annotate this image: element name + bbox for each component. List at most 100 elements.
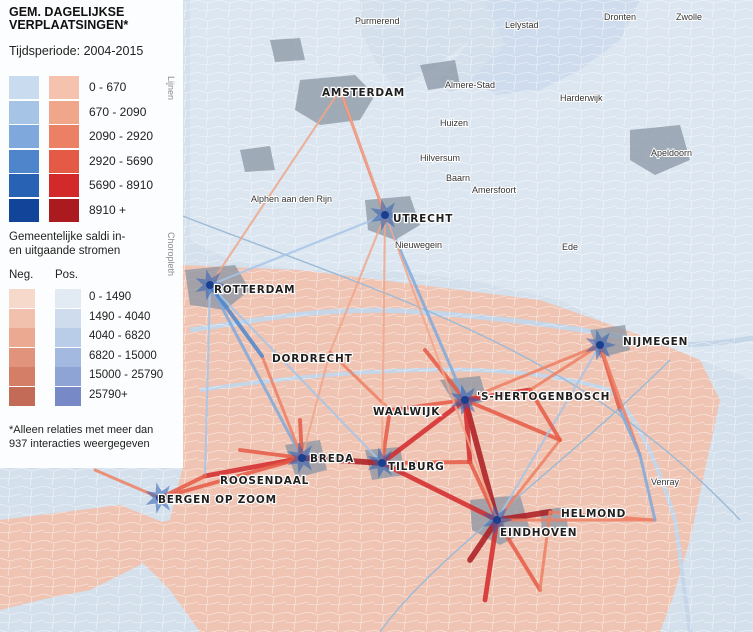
city-label: TILBURG bbox=[388, 461, 445, 473]
city-label: DORDRECHT bbox=[272, 353, 353, 365]
flow-swatch-blue bbox=[9, 125, 39, 148]
town-label: Dronten bbox=[604, 12, 636, 22]
flow-line bbox=[300, 350, 332, 460]
city-label: UTRECHT bbox=[393, 213, 453, 225]
town-label: Amersfoort bbox=[472, 185, 517, 195]
flow-line bbox=[538, 510, 552, 592]
route-arc bbox=[179, 214, 741, 521]
lines-side-label: Lijnen bbox=[166, 76, 176, 101]
flow-line bbox=[328, 350, 392, 412]
town-labels: Purmerend Lelystad Dronten Zwolle Almere-Sta… bbox=[250, 11, 703, 488]
saldi-swatch-neg bbox=[9, 308, 35, 328]
city-label: BERGEN OP ZOOM bbox=[158, 494, 277, 506]
town-label: Alphen aan den Rijn bbox=[251, 194, 332, 204]
saldi-swatch-neg bbox=[9, 386, 35, 406]
flow-line bbox=[158, 474, 207, 500]
flow-line bbox=[338, 88, 499, 522]
town-label: Nieuwegein bbox=[395, 240, 442, 250]
neg-label: Neg. bbox=[9, 269, 34, 281]
saldi-title-line2: en uitgaande stromen bbox=[9, 245, 121, 257]
hub-center bbox=[378, 459, 386, 467]
saldi-swatch-neg bbox=[9, 367, 35, 386]
flow-line bbox=[208, 88, 342, 287]
saldi-swatch-neg bbox=[9, 328, 35, 347]
saldi-range-label: 0 - 1490 bbox=[89, 291, 132, 303]
city-label: ROOSENDAAL bbox=[220, 475, 309, 487]
saldi-swatch-neg bbox=[9, 289, 35, 308]
flow-line bbox=[158, 456, 304, 500]
city-label: AMSTERDAM bbox=[322, 87, 405, 99]
saldi-swatch-pos bbox=[55, 308, 81, 328]
city-label: WAALWIJK bbox=[373, 406, 440, 418]
flow-line bbox=[463, 398, 562, 442]
flow-line bbox=[495, 518, 542, 592]
flow-line bbox=[383, 213, 467, 402]
flow-swatch-red bbox=[49, 76, 79, 99]
hub-center bbox=[381, 211, 389, 219]
flow-range-label: 2090 - 2920 bbox=[89, 129, 154, 143]
flow-swatch-blue bbox=[9, 76, 39, 99]
flow-line bbox=[260, 354, 304, 460]
flow-range-label: 2920 - 5690 bbox=[89, 153, 154, 168]
saldi-range-label: 15000 - 25790 bbox=[89, 369, 164, 381]
flow-line bbox=[379, 460, 500, 523]
legend-title: GEM. DAGELIJKSE VERPLAATSINGEN* bbox=[9, 6, 179, 32]
city-label: HELMOND bbox=[561, 508, 626, 520]
hub-center bbox=[206, 281, 214, 289]
town-label: Harderwijk bbox=[560, 93, 603, 103]
legend-title-line1: GEM. DAGELIJKSE bbox=[9, 5, 125, 19]
flow-swatch-red bbox=[49, 174, 79, 197]
saldi-swatch-pos bbox=[55, 289, 81, 308]
flow-line bbox=[528, 343, 602, 392]
flow-swatch-red bbox=[49, 149, 79, 173]
flow-hubs bbox=[145, 199, 616, 536]
town-label: Apeldoorn bbox=[651, 148, 692, 158]
town-label: Venray bbox=[651, 477, 680, 487]
saldi-title: Gemeentelijke saldi in- en uitgaande str… bbox=[9, 230, 179, 258]
flow-swatch-red bbox=[49, 125, 79, 148]
flow-line bbox=[638, 453, 657, 522]
flow-line bbox=[380, 408, 392, 465]
saldi-range-label: 4040 - 6820 bbox=[89, 330, 151, 342]
footnote-line2: 937 interacties weergegeven bbox=[9, 438, 150, 450]
flow-line bbox=[528, 388, 562, 442]
flow-line bbox=[618, 408, 642, 457]
flow-line bbox=[467, 517, 500, 563]
flow-line bbox=[299, 455, 385, 466]
saldi-swatch-pos bbox=[55, 386, 81, 406]
flow-range-label: 0 - 670 bbox=[89, 80, 127, 94]
flow-line bbox=[379, 397, 468, 466]
hub-center bbox=[461, 396, 469, 404]
flow-line bbox=[462, 387, 533, 403]
city-label: ROTTERDAM bbox=[214, 284, 295, 296]
flow-range-label: 5690 - 8910 bbox=[89, 178, 154, 192]
flow-line bbox=[462, 397, 473, 465]
flow-line bbox=[208, 283, 264, 358]
town-label: Baarn bbox=[446, 173, 470, 183]
flow-line bbox=[208, 283, 384, 465]
flow-line bbox=[380, 213, 387, 465]
flow-line bbox=[203, 283, 212, 478]
flow-line bbox=[208, 213, 387, 287]
city-label: NIJMEGEN bbox=[623, 336, 688, 348]
pos-label: Pos. bbox=[55, 269, 79, 281]
flow-line bbox=[548, 510, 657, 522]
flow-swatch-blue bbox=[9, 149, 39, 173]
legend-title-line2: VERPLAATSINGEN* bbox=[9, 18, 129, 32]
footnote: *Alleen relaties met meer dan 937 intera… bbox=[9, 423, 181, 451]
flow-swatch-red bbox=[49, 198, 79, 222]
saldi-range-label: 25790+ bbox=[89, 388, 128, 401]
flow-line bbox=[495, 438, 562, 522]
map-legend: GEM. DAGELIJKSE VERPLAATSINGEN* Tijdsper… bbox=[0, 0, 183, 468]
city-labels: AMSTERDAM UTRECHT ROTTERDAM DORDRECHT WAALWI… bbox=[157, 86, 689, 540]
flow-swatch-blue bbox=[9, 198, 39, 222]
town-label: Huizen bbox=[440, 118, 468, 128]
town-label: Almere-Stad bbox=[445, 80, 495, 90]
saldi-range-label: 6820 - 15000 bbox=[89, 349, 157, 362]
flow-line bbox=[482, 517, 500, 603]
footnote-line1: *Alleen relaties met meer dan bbox=[9, 424, 154, 436]
flow-line bbox=[495, 343, 602, 522]
town-label: Purmerend bbox=[355, 16, 400, 26]
saldi-swatch-neg bbox=[9, 347, 35, 367]
